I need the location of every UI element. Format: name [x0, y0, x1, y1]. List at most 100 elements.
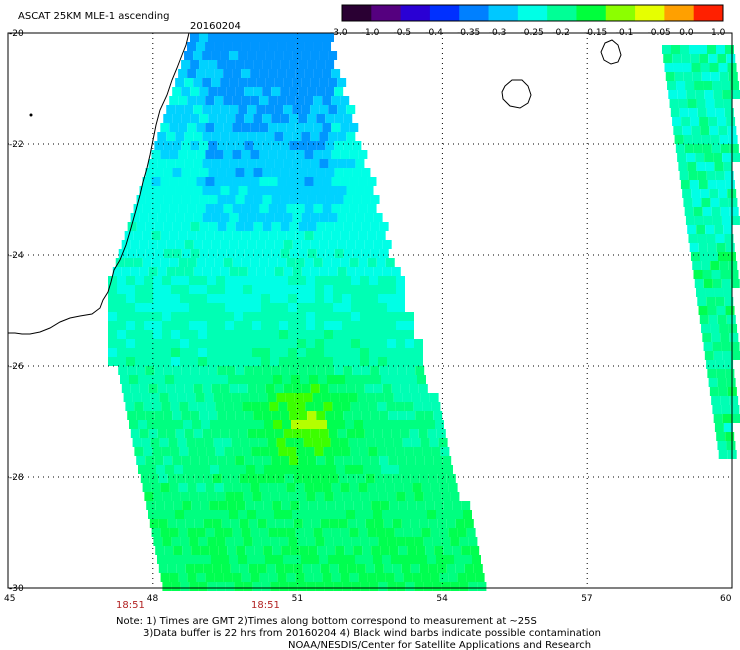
- swath-cell: [258, 393, 268, 402]
- swath-cell: [235, 195, 245, 204]
- swath-cell: [346, 186, 356, 195]
- swath-cell: [235, 456, 245, 465]
- swath-cell: [311, 564, 321, 573]
- swath-cell: [387, 330, 396, 339]
- colorbar-swatch: [400, 5, 431, 21]
- swath-cell: [322, 204, 332, 213]
- swath-cell: [267, 393, 277, 402]
- swath-cell: [313, 96, 323, 105]
- swath-cell: [253, 168, 263, 177]
- swath-cell: [282, 465, 291, 474]
- swath-cell: [444, 465, 453, 474]
- swath-cell: [252, 276, 261, 285]
- swath-cell: [162, 357, 171, 366]
- swath-cell: [298, 195, 308, 204]
- swath-cell: [351, 357, 360, 366]
- swath-cell: [153, 339, 162, 348]
- swath-cell: [157, 384, 167, 393]
- swath-cell: [295, 231, 305, 240]
- swath-cell: [352, 366, 362, 375]
- swath-cell: [256, 510, 265, 519]
- swath-cell: [253, 411, 263, 420]
- swath-cell: [383, 564, 393, 573]
- swath-cell: [301, 510, 310, 519]
- swath-cell: [301, 105, 311, 114]
- swath-cell: [214, 231, 224, 240]
- swath-cell: [273, 420, 282, 429]
- swath-cell: [726, 378, 736, 387]
- swath-cell: [277, 258, 287, 267]
- swath-cell: [163, 195, 173, 204]
- swath-cell: [298, 33, 307, 42]
- swath-cell: [266, 474, 276, 483]
- swath-cell: [262, 249, 272, 258]
- swath-cell: [703, 216, 713, 225]
- swath-cell: [316, 87, 326, 96]
- swath-cell: [253, 141, 263, 150]
- swath-cell: [677, 153, 687, 162]
- swath-cell: [373, 384, 383, 393]
- swath-cell: [720, 207, 730, 216]
- swath-cell: [181, 114, 191, 123]
- swath-cell: [252, 348, 261, 357]
- swath-cell: [279, 492, 289, 501]
- swath-cell: [723, 423, 733, 432]
- swath-cell: [277, 528, 287, 537]
- swath-cell: [718, 189, 728, 198]
- swath-cell: [196, 123, 206, 132]
- swath-cell: [723, 99, 733, 108]
- swath-cell: [220, 186, 230, 195]
- swath-cell: [369, 276, 378, 285]
- swath-cell: [154, 366, 164, 375]
- swath-cell: [197, 402, 207, 411]
- swath-cell: [220, 213, 230, 222]
- swath-cell: [244, 249, 254, 258]
- swath-cell: [730, 342, 740, 351]
- swath-cell: [719, 198, 729, 207]
- swath-cell: [351, 330, 360, 339]
- swath-cell: [225, 330, 234, 339]
- swath-cell: [148, 213, 158, 222]
- swath-cell: [172, 222, 182, 231]
- swath-cell: [238, 384, 248, 393]
- swath-cell: [208, 60, 218, 69]
- swath-cell: [690, 117, 700, 126]
- swath-cell: [346, 555, 355, 564]
- swath-cell: [180, 330, 189, 339]
- swath-cell: [372, 375, 381, 384]
- swath-cell: [283, 429, 293, 438]
- swath-cell: [149, 519, 159, 528]
- swath-cell: [373, 510, 382, 519]
- swath-cell: [694, 216, 704, 225]
- swath-cell: [378, 339, 387, 348]
- swath-cell: [266, 519, 276, 528]
- swath-cell: [135, 330, 144, 339]
- swath-cell: [415, 366, 425, 375]
- swath-cell: [274, 240, 284, 249]
- swath-cell: [250, 483, 260, 492]
- swath-cell: [234, 276, 243, 285]
- swath-cell: [345, 420, 354, 429]
- swath-cell: [340, 204, 350, 213]
- swath-cell: [346, 132, 356, 141]
- swath-cell: [276, 393, 286, 402]
- swath-cell: [396, 312, 405, 321]
- swath-cell: [205, 150, 215, 159]
- swath-cell: [225, 321, 234, 330]
- swath-cell: [717, 54, 727, 63]
- swath-cell: [323, 402, 333, 411]
- swath-cell: [288, 285, 297, 294]
- swath-cell: [337, 105, 347, 114]
- swath-cell: [266, 564, 276, 573]
- swath-cell: [388, 411, 398, 420]
- swath-cell: [193, 78, 203, 87]
- swath-cell: [315, 339, 324, 348]
- swath-cell: [205, 573, 215, 582]
- swath-cell: [241, 42, 251, 51]
- swath-cell: [288, 294, 297, 303]
- swath-cell: [424, 411, 434, 420]
- swath-cell: [232, 123, 242, 132]
- swath-cell: [198, 339, 207, 348]
- swath-cell: [247, 159, 257, 168]
- swath-cell: [706, 171, 716, 180]
